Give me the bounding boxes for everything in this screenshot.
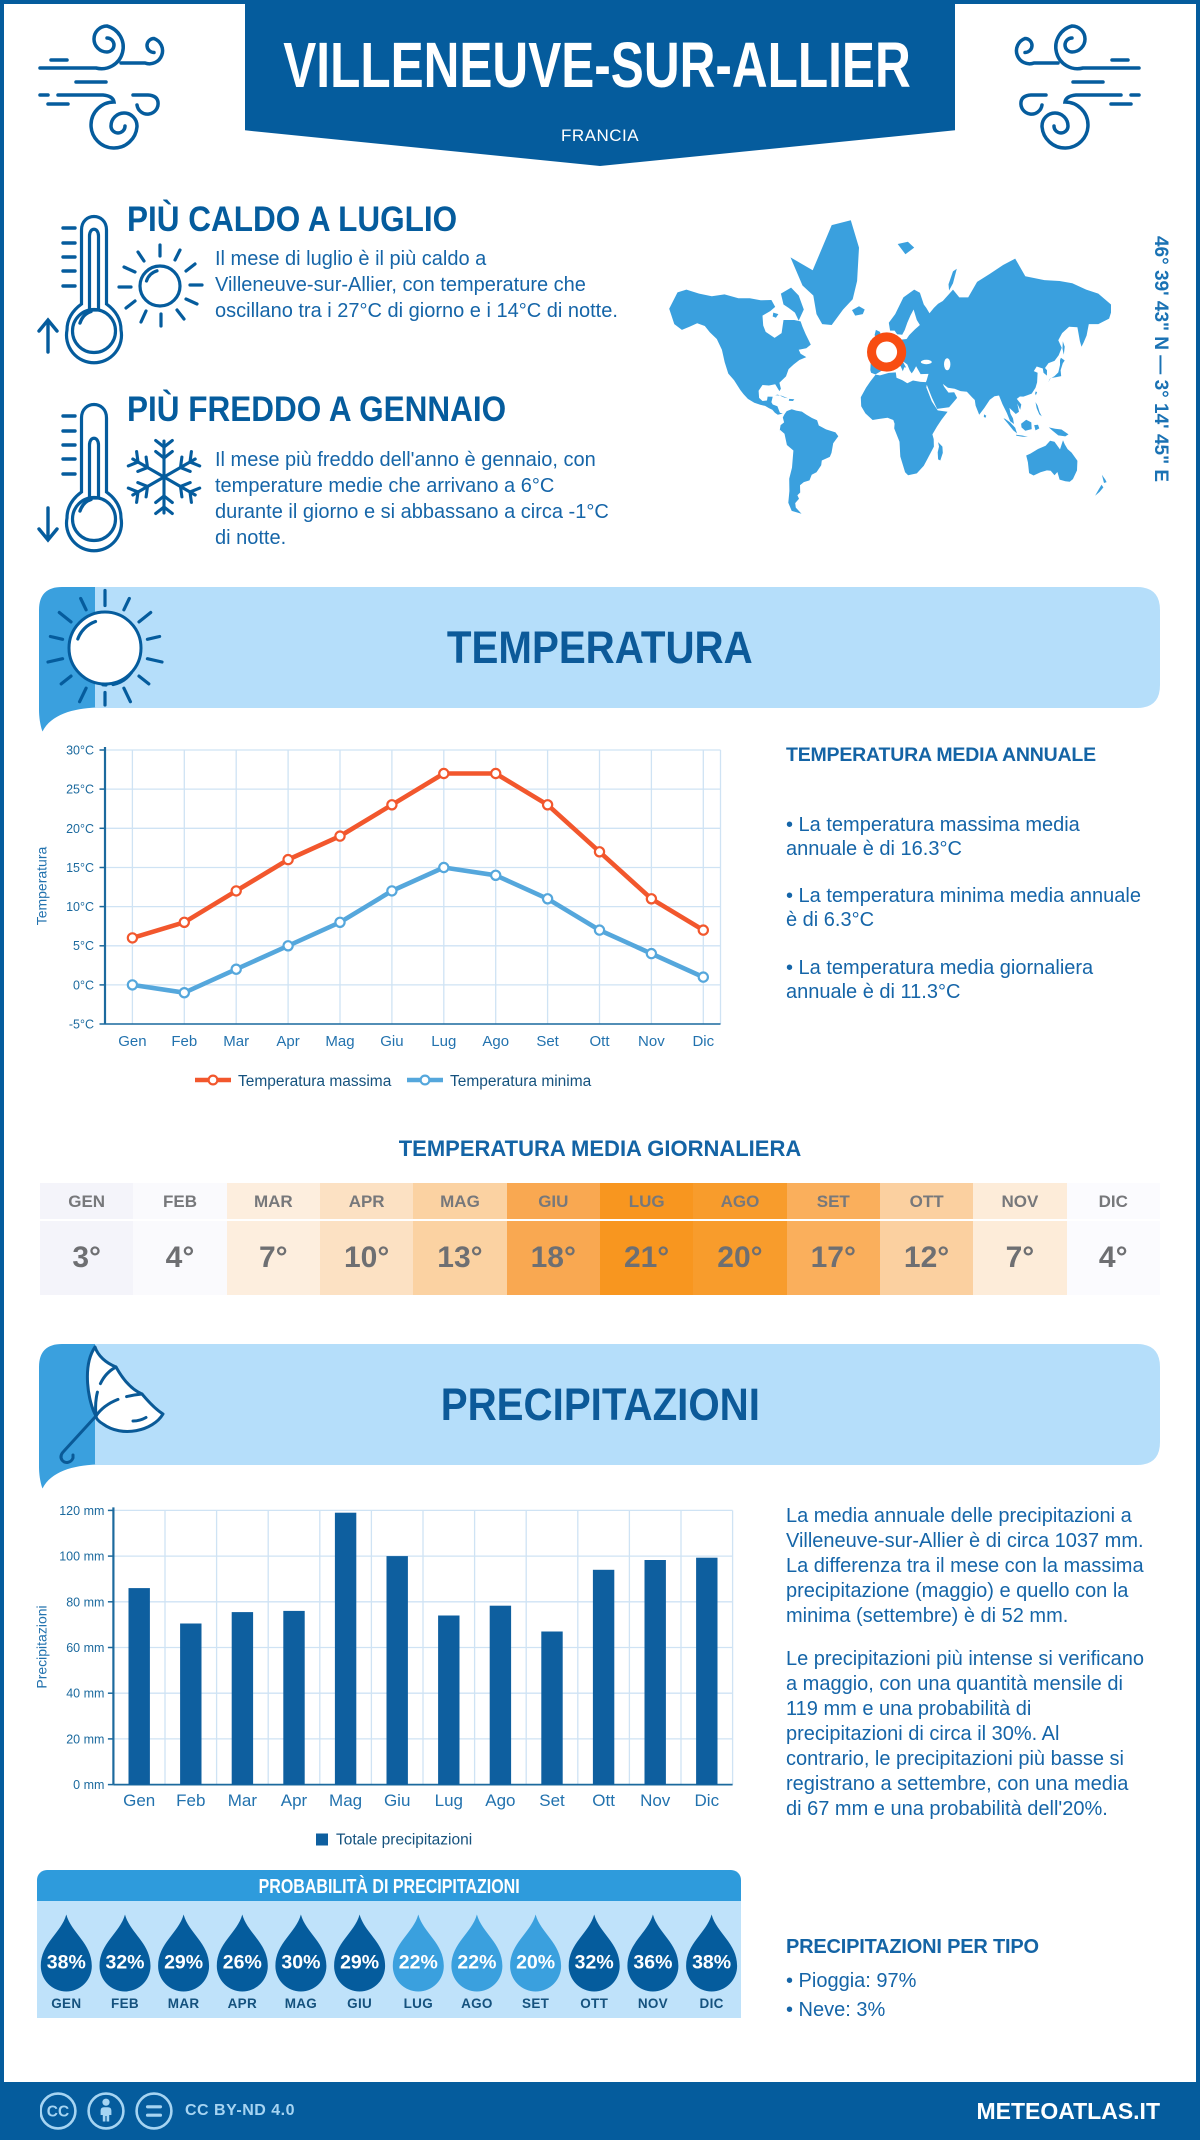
svg-text:20°C: 20°C — [66, 822, 94, 836]
svg-text:Gen: Gen — [118, 1033, 146, 1050]
svg-text:GEN: GEN — [51, 1996, 81, 2011]
svg-text:Giu: Giu — [380, 1033, 403, 1050]
svg-text:Temperatura minima: Temperatura minima — [450, 1073, 592, 1090]
svg-text:GIU: GIU — [347, 1996, 372, 2011]
svg-text:29%: 29% — [340, 1952, 379, 1974]
svg-text:5°C: 5°C — [73, 939, 94, 953]
svg-text:AGO: AGO — [461, 1996, 493, 2011]
svg-text:Ago: Ago — [485, 1791, 515, 1810]
svg-text:SET: SET — [522, 1996, 550, 2011]
svg-text:Temperatura: Temperatura — [35, 846, 50, 925]
svg-text:MAR: MAR — [168, 1996, 200, 2011]
svg-text:120 mm: 120 mm — [59, 1504, 104, 1518]
svg-text:32%: 32% — [105, 1952, 144, 1974]
svg-text:32%: 32% — [575, 1952, 614, 1974]
svg-text:Lug: Lug — [435, 1791, 463, 1810]
svg-text:0 mm: 0 mm — [73, 1778, 104, 1792]
svg-text:10°C: 10°C — [66, 900, 94, 914]
svg-text:30°C: 30°C — [66, 744, 94, 758]
svg-text:-5°C: -5°C — [69, 1018, 94, 1032]
svg-text:Lug: Lug — [431, 1033, 456, 1050]
svg-text:OTT: OTT — [580, 1996, 608, 2011]
svg-text:Mar: Mar — [223, 1033, 249, 1050]
svg-text:FEB: FEB — [111, 1996, 139, 2011]
svg-text:MAG: MAG — [285, 1996, 317, 2011]
svg-text:Mag: Mag — [329, 1791, 362, 1810]
svg-text:Nov: Nov — [638, 1033, 665, 1050]
svg-text:60 mm: 60 mm — [66, 1641, 104, 1655]
svg-text:Gen: Gen — [123, 1791, 155, 1810]
svg-text:25°C: 25°C — [66, 783, 94, 797]
svg-text:26%: 26% — [223, 1952, 262, 1974]
svg-text:30%: 30% — [281, 1952, 320, 1974]
svg-text:20%: 20% — [516, 1952, 555, 1974]
svg-text:Dic: Dic — [695, 1791, 720, 1810]
svg-text:80 mm: 80 mm — [66, 1595, 104, 1609]
svg-text:38%: 38% — [47, 1952, 86, 1974]
svg-text:29%: 29% — [164, 1952, 203, 1974]
svg-text:CC: CC — [47, 2104, 69, 2121]
svg-text:22%: 22% — [399, 1952, 438, 1974]
svg-text:Nov: Nov — [640, 1791, 671, 1810]
svg-text:NOV: NOV — [638, 1996, 668, 2011]
svg-text:Dic: Dic — [692, 1033, 714, 1050]
svg-text:40 mm: 40 mm — [66, 1687, 104, 1701]
svg-text:Set: Set — [539, 1791, 565, 1810]
svg-text:36%: 36% — [633, 1952, 672, 1974]
svg-text:Giu: Giu — [384, 1791, 410, 1810]
svg-text:Ott: Ott — [589, 1033, 610, 1050]
svg-text:Ago: Ago — [482, 1033, 509, 1050]
svg-text:Feb: Feb — [176, 1791, 205, 1810]
svg-text:38%: 38% — [692, 1952, 731, 1974]
svg-text:DIC: DIC — [700, 1996, 724, 2011]
svg-text:Feb: Feb — [171, 1033, 197, 1050]
svg-text:100 mm: 100 mm — [59, 1550, 104, 1564]
svg-text:Precipitazioni: Precipitazioni — [35, 1605, 50, 1688]
svg-text:Mag: Mag — [325, 1033, 354, 1050]
svg-text:Mar: Mar — [228, 1791, 258, 1810]
svg-text:Set: Set — [536, 1033, 559, 1050]
svg-text:Apr: Apr — [281, 1791, 308, 1810]
svg-text:Apr: Apr — [276, 1033, 299, 1050]
svg-text:0°C: 0°C — [73, 978, 94, 992]
svg-text:Totale precipitazioni: Totale precipitazioni — [336, 1832, 472, 1849]
svg-text:15°C: 15°C — [66, 861, 94, 875]
svg-text:Ott: Ott — [592, 1791, 615, 1810]
svg-text:LUG: LUG — [404, 1996, 433, 2011]
svg-text:22%: 22% — [457, 1952, 496, 1974]
svg-text:APR: APR — [228, 1996, 257, 2011]
svg-text:Temperatura massima: Temperatura massima — [238, 1073, 392, 1090]
svg-text:20 mm: 20 mm — [66, 1732, 104, 1746]
